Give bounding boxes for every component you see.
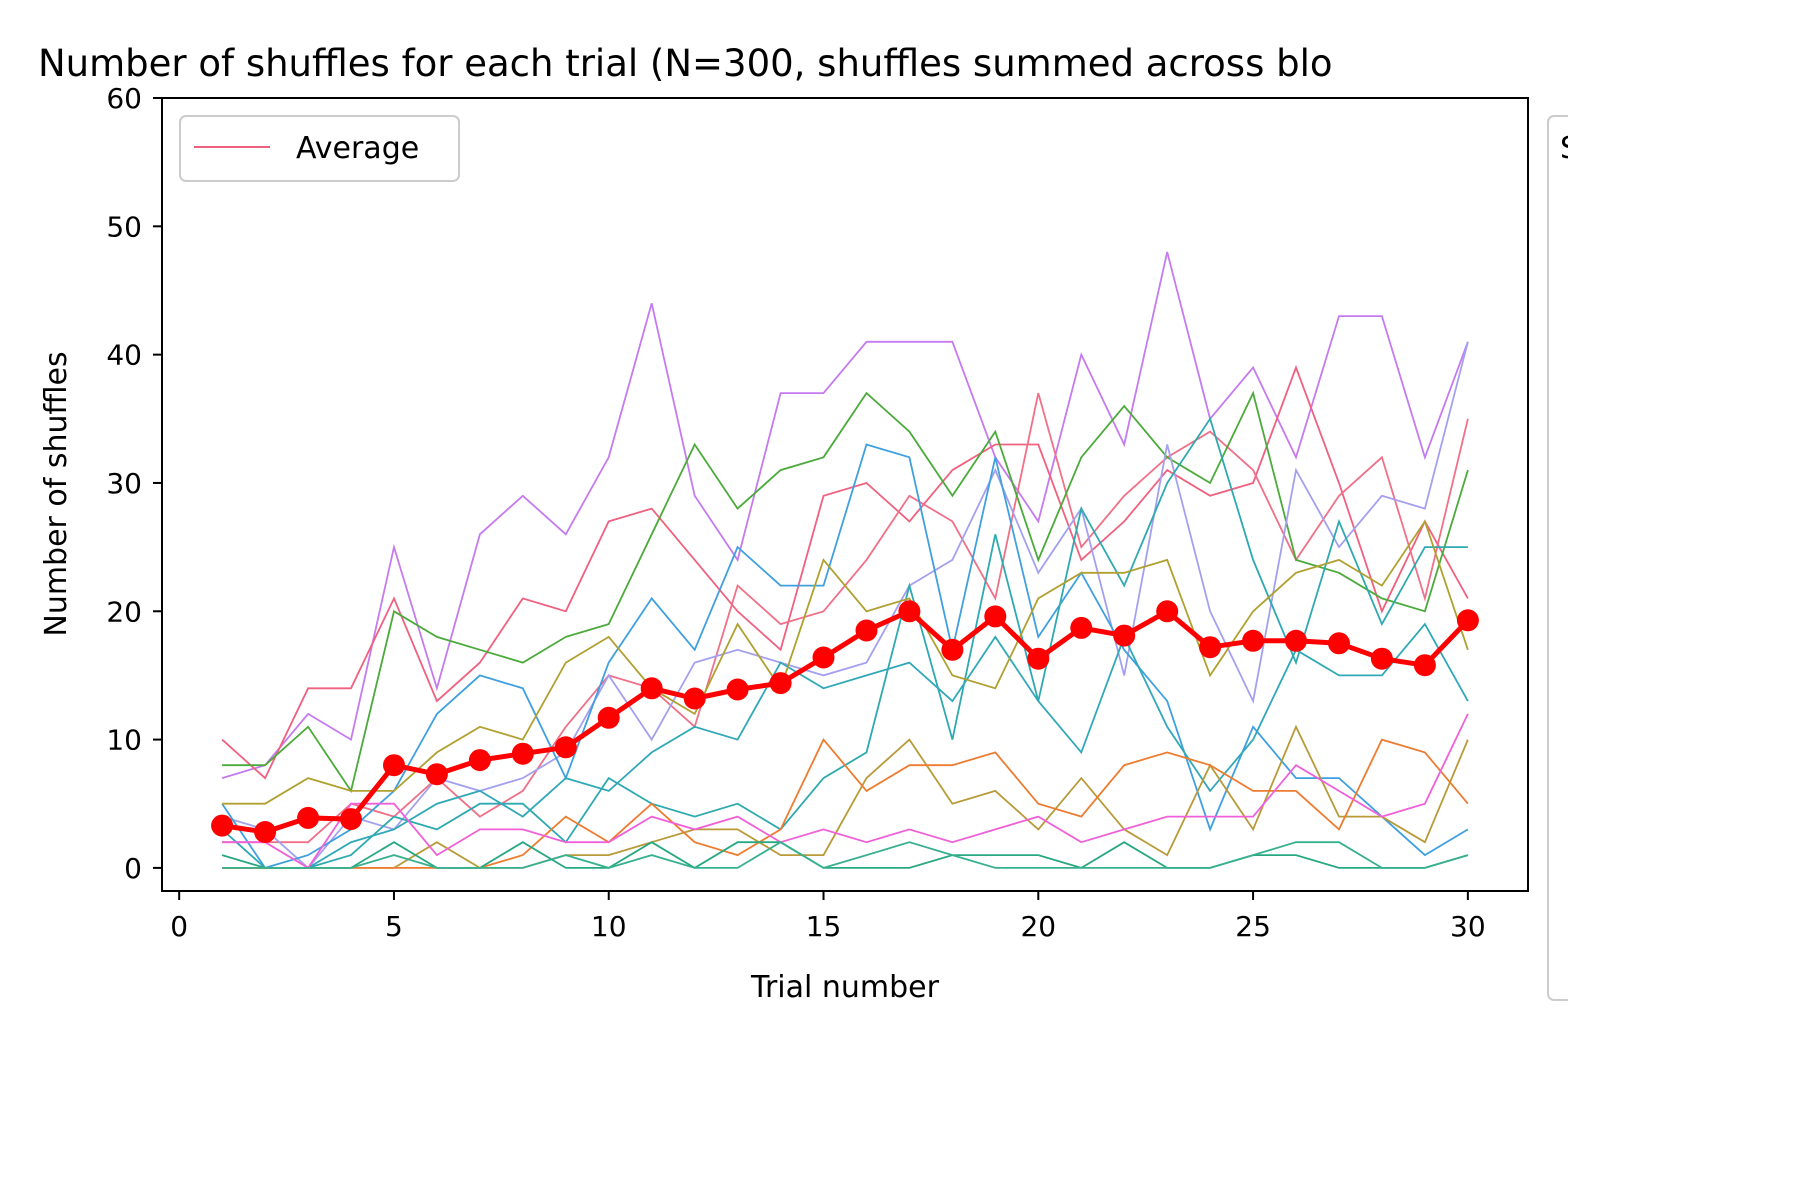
average-point (211, 814, 234, 837)
series-line-8 (221, 622, 1469, 869)
average-point (1456, 609, 1479, 632)
x-axis-label: Trial number (750, 970, 940, 1005)
x-tick-label: 25 (1235, 910, 1271, 943)
y-tick-label: 0 (124, 852, 142, 885)
series-layer (221, 251, 1469, 870)
series-line-14 (222, 841, 1469, 869)
legend-label-average: Average (296, 131, 419, 166)
second-legend-box (1547, 115, 1568, 1001)
series-line-13 (221, 841, 1469, 869)
second-legend-title-fragment: S (1560, 131, 1568, 166)
average-point (769, 672, 792, 695)
average-point (726, 678, 749, 701)
y-tick-label: 50 (106, 210, 142, 243)
x-tick-label: 10 (591, 910, 627, 943)
average-point (683, 687, 706, 710)
second-legend: S (1547, 115, 1568, 1001)
y-axis-label: Number of shuffles (39, 351, 74, 636)
series-line-9 (222, 519, 1469, 805)
average-point (1027, 647, 1050, 670)
x-tick-label: 30 (1450, 910, 1486, 943)
x-axis: 0 5 10 15 20 25 30 (170, 891, 1486, 943)
series-line-5 (221, 341, 1469, 870)
series-line-6 (221, 443, 1469, 869)
average-point (941, 638, 964, 661)
average-point (554, 736, 577, 759)
average-point (1413, 654, 1436, 677)
average-series (211, 600, 1479, 843)
average-point (340, 808, 362, 831)
legend-box (179, 115, 460, 182)
average-point (898, 600, 921, 623)
average-point (297, 806, 320, 829)
series-line-11 (222, 737, 1469, 869)
series-line-4 (222, 390, 1469, 794)
average-point (855, 619, 878, 642)
chart-title: Number of shuffles for each trial (N=300… (38, 42, 1333, 85)
average-point (984, 605, 1007, 628)
average-point (1113, 624, 1136, 647)
plot-frame (161, 97, 1529, 892)
x-tick-label: 15 (806, 910, 842, 943)
chart: Number of shuffles for each trial (N=300… (38, 42, 1568, 1005)
average-point (1285, 629, 1307, 652)
average-point (468, 749, 491, 772)
average-point (1199, 636, 1222, 659)
average-point (1070, 616, 1093, 639)
series-line-12 (222, 713, 1469, 870)
x-tick-label: 0 (170, 910, 188, 943)
average-point (254, 821, 277, 843)
average-point (425, 763, 448, 786)
average-point (812, 646, 835, 669)
average-point (383, 754, 405, 777)
series-line-1 (221, 251, 1469, 779)
y-axis: 0 10 20 30 40 50 60 (106, 82, 162, 885)
average-point (1156, 600, 1179, 623)
x-tick-label: 5 (385, 910, 403, 943)
average-point (1242, 629, 1265, 652)
average-point (597, 706, 620, 729)
legend: Average (179, 115, 460, 182)
average-point (511, 742, 534, 765)
y-tick-label: 40 (106, 339, 142, 372)
y-tick-label: 20 (106, 595, 142, 628)
average-point (1370, 647, 1393, 670)
y-tick-label: 10 (106, 724, 142, 757)
y-tick-label: 60 (106, 82, 142, 115)
series-line-2 (221, 364, 1469, 780)
average-point (640, 677, 663, 700)
y-tick-label: 30 (106, 467, 142, 500)
x-tick-label: 20 (1020, 910, 1056, 943)
average-point (1328, 632, 1350, 655)
